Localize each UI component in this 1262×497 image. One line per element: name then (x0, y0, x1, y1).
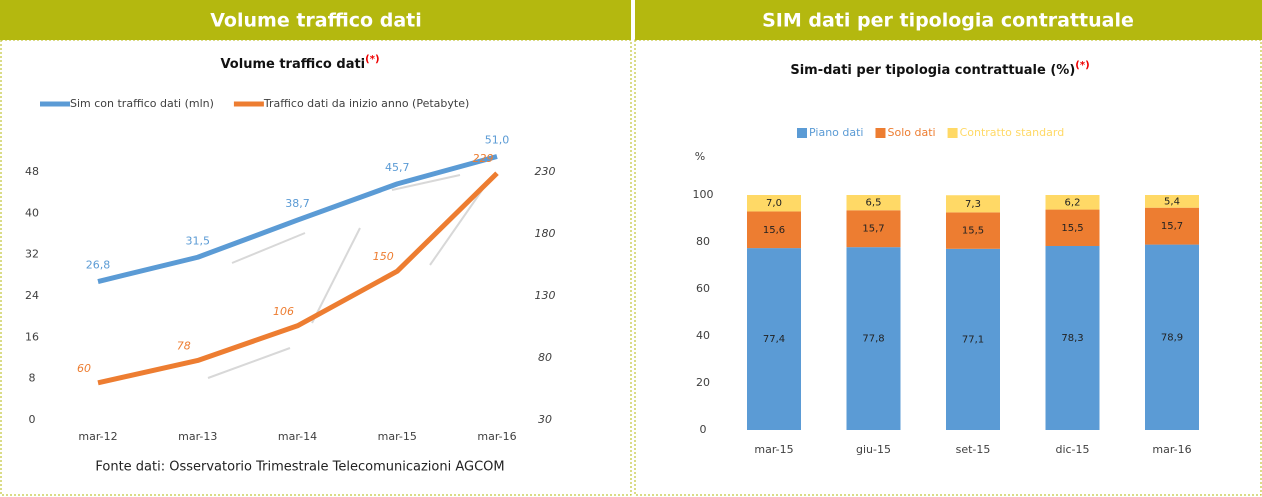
y-tick-label: 48 (25, 165, 39, 178)
y-tick-label: 40 (25, 206, 39, 219)
data-label: 7,3 (965, 199, 981, 210)
bar-segment (747, 248, 801, 430)
x-tick-label: set-15 (956, 443, 991, 456)
source: Fonte dati: Osservatorio Trimestrale Tel… (95, 460, 504, 475)
series-line (97, 154, 498, 284)
panel-header (0, 0, 631, 40)
data-label: 15,5 (1061, 223, 1083, 234)
data-label: 15,5 (962, 226, 984, 237)
x-tick-label: giu-15 (856, 443, 891, 456)
bar-segment (747, 195, 801, 212)
data-label: 78,3 (1061, 333, 1083, 344)
bar-segment (946, 212, 1000, 249)
data-label: 15,6 (763, 225, 785, 236)
data-label: 5,4 (1164, 196, 1180, 207)
bar-segment (1045, 209, 1100, 246)
data-label: 51,0 (485, 134, 510, 147)
data-label: 60 (77, 362, 91, 375)
y-tick-label: 32 (25, 248, 39, 261)
y-tick-label: 60 (696, 282, 710, 295)
y2-tick-label: 230 (535, 165, 556, 178)
y-tick-label: 20 (696, 376, 710, 389)
x-tick-label: mar-14 (278, 430, 317, 443)
legend-label: Sim con traffico dati (mln) (70, 97, 214, 110)
bar-segment (1145, 195, 1199, 208)
y-tick-label: 80 (696, 235, 710, 248)
data-label: 77,8 (862, 334, 884, 345)
y-tick-label: 0 (700, 423, 707, 436)
x-tick-label: mar-12 (78, 430, 117, 443)
chart-title: Volume traffico dati(*) (220, 54, 379, 72)
bar-segment (1145, 207, 1199, 245)
y2-tick-label: 130 (535, 289, 556, 302)
panel-header (635, 0, 1262, 40)
data-label: 7,0 (766, 198, 782, 209)
x-tick-label: mar-15 (378, 430, 417, 443)
data-label: 31,5 (186, 234, 211, 247)
bar-segment (747, 211, 801, 249)
y-tick-label: 100 (693, 188, 714, 201)
x-tick-label: mar-16 (477, 430, 516, 443)
panel-title: SIM dati per tipologia contrattuale (762, 10, 1134, 32)
bar-segment (846, 210, 901, 248)
panel-border (0, 39, 632, 496)
legend-label: Solo dati (887, 126, 935, 139)
data-label: 229 (473, 152, 494, 165)
data-label: 6,2 (1065, 197, 1081, 208)
y-tick-label: 24 (25, 289, 39, 302)
bar-segment (946, 248, 1000, 430)
data-label: 150 (373, 250, 394, 263)
x-tick-label: mar-13 (178, 430, 217, 443)
legend-swatch (875, 128, 886, 138)
bar-segment (846, 195, 901, 211)
legend-label: Traffico dati da inizio anno (Petabyte) (263, 97, 469, 110)
bar-segment (1045, 195, 1100, 210)
panel-title: Volume traffico dati (210, 10, 421, 32)
legend-swatch (797, 128, 807, 138)
y-tick-label: 8 (29, 372, 36, 385)
data-label: 6,5 (866, 198, 882, 209)
legend-swatch (947, 128, 958, 138)
x-tick-label: mar-15 (754, 443, 793, 456)
trend-arrows (207, 174, 486, 379)
y-axis-label: % (695, 150, 705, 163)
bar-segment (1045, 245, 1100, 430)
y-tick-label: 40 (696, 329, 710, 342)
legend-label: Piano dati (809, 126, 863, 139)
y-tick-label: 16 (25, 330, 39, 343)
y-tick-label: 0 (29, 413, 36, 426)
data-label: 78 (177, 339, 191, 352)
y2-tick-label: 30 (538, 413, 552, 426)
data-label: 77,4 (763, 334, 785, 345)
y2-tick-label: 80 (538, 351, 552, 364)
data-label: 15,7 (862, 224, 884, 235)
data-label: 77,1 (962, 334, 984, 345)
panel-border (634, 39, 1262, 496)
bar-segment (846, 247, 901, 430)
series-line (97, 171, 499, 386)
data-label: 38,7 (285, 197, 310, 210)
chart-title: Sim-dati per tipologia contrattuale (%)(… (790, 60, 1089, 78)
bar-segment (1145, 244, 1199, 430)
data-label: 15,7 (1161, 221, 1183, 232)
x-tick-label: mar-16 (1152, 443, 1191, 456)
data-label: 45,7 (385, 161, 410, 174)
legend-label: Contratto standard (960, 126, 1065, 139)
x-tick-label: dic-15 (1055, 443, 1089, 456)
y2-tick-label: 180 (535, 227, 556, 240)
bar-segment (946, 195, 1000, 213)
data-label: 78,9 (1161, 332, 1183, 343)
data-label: 106 (273, 305, 294, 318)
data-label: 26,8 (86, 259, 111, 272)
